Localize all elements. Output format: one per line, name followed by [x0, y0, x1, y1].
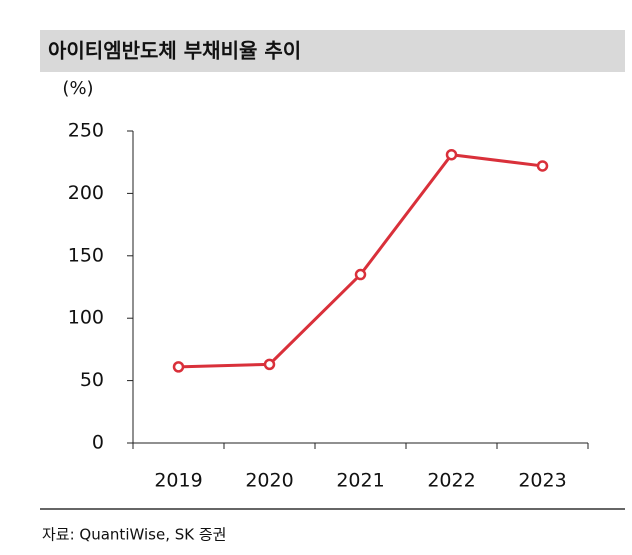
y-tick-label: 250 — [68, 120, 104, 142]
title-bar — [40, 30, 625, 72]
data-point — [445, 148, 458, 161]
x-tick-label: 2021 — [336, 470, 384, 492]
data-point — [263, 358, 276, 371]
x-tick-label: 2019 — [154, 470, 202, 492]
y-tick-label: 200 — [68, 182, 104, 204]
y-tick-label: 0 — [92, 432, 104, 454]
x-tick-label: 2022 — [427, 470, 475, 492]
data-point — [172, 361, 185, 373]
x-tick-label: 2023 — [518, 470, 566, 492]
data-line — [178, 153, 543, 369]
y-tick-label: 150 — [68, 244, 104, 266]
y-axis-unit: (%) — [62, 78, 93, 99]
data-point — [354, 268, 367, 281]
y-tick-label: 50 — [80, 369, 104, 391]
y-tick-label: 100 — [68, 307, 104, 329]
chart-title: 아이티엠반도체 부채비율 추이 — [48, 39, 301, 63]
data-point — [536, 160, 549, 172]
source-note: 자료: QuantiWise, SK 증권 — [42, 526, 226, 544]
x-tick-label: 2020 — [245, 470, 293, 492]
